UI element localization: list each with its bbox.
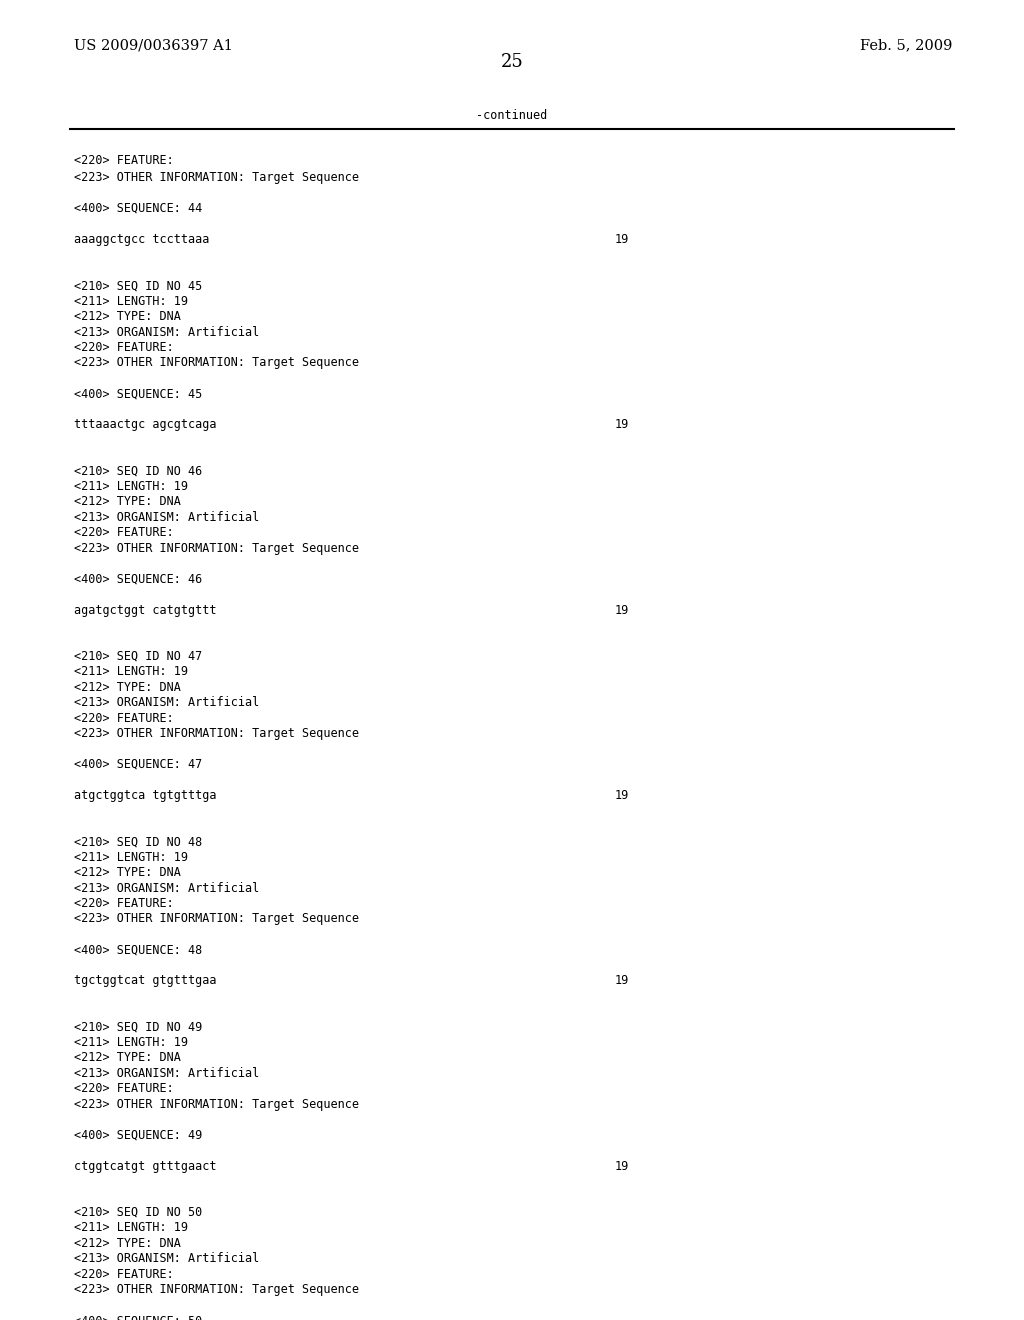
Text: <220> FEATURE:: <220> FEATURE: <box>74 154 173 168</box>
Text: <212> TYPE: DNA: <212> TYPE: DNA <box>74 1052 180 1064</box>
Text: <223> OTHER INFORMATION: Target Sequence: <223> OTHER INFORMATION: Target Sequence <box>74 1098 358 1111</box>
Text: <400> SEQUENCE: 44: <400> SEQUENCE: 44 <box>74 202 202 215</box>
Text: <220> FEATURE:: <220> FEATURE: <box>74 1082 173 1096</box>
Text: <213> ORGANISM: Artificial: <213> ORGANISM: Artificial <box>74 696 259 709</box>
Text: <400> SEQUENCE: 50: <400> SEQUENCE: 50 <box>74 1313 202 1320</box>
Text: 25: 25 <box>501 53 523 71</box>
Text: ctggtcatgt gtttgaact: ctggtcatgt gtttgaact <box>74 1159 216 1172</box>
Text: <220> FEATURE:: <220> FEATURE: <box>74 341 173 354</box>
Text: <210> SEQ ID NO 48: <210> SEQ ID NO 48 <box>74 836 202 849</box>
Text: <210> SEQ ID NO 50: <210> SEQ ID NO 50 <box>74 1206 202 1218</box>
Text: <400> SEQUENCE: 47: <400> SEQUENCE: 47 <box>74 758 202 771</box>
Text: <212> TYPE: DNA: <212> TYPE: DNA <box>74 310 180 323</box>
Text: <213> ORGANISM: Artificial: <213> ORGANISM: Artificial <box>74 1253 259 1266</box>
Text: <400> SEQUENCE: 46: <400> SEQUENCE: 46 <box>74 573 202 586</box>
Text: <213> ORGANISM: Artificial: <213> ORGANISM: Artificial <box>74 882 259 895</box>
Text: <400> SEQUENCE: 49: <400> SEQUENCE: 49 <box>74 1129 202 1142</box>
Text: tttaaactgc agcgtcaga: tttaaactgc agcgtcaga <box>74 418 216 432</box>
Text: US 2009/0036397 A1: US 2009/0036397 A1 <box>74 38 232 51</box>
Text: 19: 19 <box>614 418 629 432</box>
Text: <223> OTHER INFORMATION: Target Sequence: <223> OTHER INFORMATION: Target Sequence <box>74 912 358 925</box>
Text: tgctggtcat gtgtttgaa: tgctggtcat gtgtttgaa <box>74 974 216 987</box>
Text: <211> LENGTH: 19: <211> LENGTH: 19 <box>74 1036 187 1049</box>
Text: <220> FEATURE:: <220> FEATURE: <box>74 898 173 909</box>
Text: <210> SEQ ID NO 49: <210> SEQ ID NO 49 <box>74 1020 202 1034</box>
Text: agatgctggt catgtgttt: agatgctggt catgtgttt <box>74 603 216 616</box>
Text: 19: 19 <box>614 1159 629 1172</box>
Text: <400> SEQUENCE: 45: <400> SEQUENCE: 45 <box>74 387 202 400</box>
Text: <210> SEQ ID NO 45: <210> SEQ ID NO 45 <box>74 280 202 292</box>
Text: <220> FEATURE:: <220> FEATURE: <box>74 1267 173 1280</box>
Text: -continued: -continued <box>476 110 548 123</box>
Text: <223> OTHER INFORMATION: Target Sequence: <223> OTHER INFORMATION: Target Sequence <box>74 541 358 554</box>
Text: <220> FEATURE:: <220> FEATURE: <box>74 527 173 540</box>
Text: <213> ORGANISM: Artificial: <213> ORGANISM: Artificial <box>74 511 259 524</box>
Text: <223> OTHER INFORMATION: Target Sequence: <223> OTHER INFORMATION: Target Sequence <box>74 356 358 370</box>
Text: <211> LENGTH: 19: <211> LENGTH: 19 <box>74 1221 187 1234</box>
Text: <212> TYPE: DNA: <212> TYPE: DNA <box>74 681 180 694</box>
Text: <211> LENGTH: 19: <211> LENGTH: 19 <box>74 294 187 308</box>
Text: 19: 19 <box>614 603 629 616</box>
Text: <211> LENGTH: 19: <211> LENGTH: 19 <box>74 480 187 492</box>
Text: <213> ORGANISM: Artificial: <213> ORGANISM: Artificial <box>74 326 259 338</box>
Text: <223> OTHER INFORMATION: Target Sequence: <223> OTHER INFORMATION: Target Sequence <box>74 727 358 741</box>
Text: atgctggtca tgtgtttga: atgctggtca tgtgtttga <box>74 789 216 803</box>
Text: 19: 19 <box>614 789 629 803</box>
Text: <212> TYPE: DNA: <212> TYPE: DNA <box>74 1237 180 1250</box>
Text: <220> FEATURE:: <220> FEATURE: <box>74 711 173 725</box>
Text: <223> OTHER INFORMATION: Target Sequence: <223> OTHER INFORMATION: Target Sequence <box>74 1283 358 1296</box>
Text: <211> LENGTH: 19: <211> LENGTH: 19 <box>74 850 187 863</box>
Text: <400> SEQUENCE: 48: <400> SEQUENCE: 48 <box>74 944 202 957</box>
Text: <212> TYPE: DNA: <212> TYPE: DNA <box>74 866 180 879</box>
Text: 19: 19 <box>614 232 629 246</box>
Text: Feb. 5, 2009: Feb. 5, 2009 <box>860 38 952 51</box>
Text: aaaggctgcc tccttaaa: aaaggctgcc tccttaaa <box>74 232 209 246</box>
Text: <223> OTHER INFORMATION: Target Sequence: <223> OTHER INFORMATION: Target Sequence <box>74 172 358 183</box>
Text: 19: 19 <box>614 974 629 987</box>
Text: <212> TYPE: DNA: <212> TYPE: DNA <box>74 495 180 508</box>
Text: <211> LENGTH: 19: <211> LENGTH: 19 <box>74 665 187 678</box>
Text: <213> ORGANISM: Artificial: <213> ORGANISM: Artificial <box>74 1067 259 1080</box>
Text: <210> SEQ ID NO 47: <210> SEQ ID NO 47 <box>74 649 202 663</box>
Text: <210> SEQ ID NO 46: <210> SEQ ID NO 46 <box>74 465 202 478</box>
